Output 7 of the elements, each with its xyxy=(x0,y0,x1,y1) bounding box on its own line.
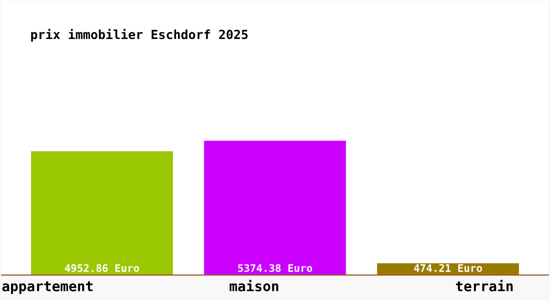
x-tick-label: appartement xyxy=(2,281,93,294)
chart-title: prix immobilier Eschdorf 2025 xyxy=(31,28,248,42)
data-label: 474.21 Euro xyxy=(414,264,482,272)
x-tick-label: maison xyxy=(230,280,278,292)
data-label: 4952.86 Euro xyxy=(64,264,140,272)
x-tick-label: terrain xyxy=(456,280,513,292)
data-label: 5374.38 Euro xyxy=(238,264,312,272)
